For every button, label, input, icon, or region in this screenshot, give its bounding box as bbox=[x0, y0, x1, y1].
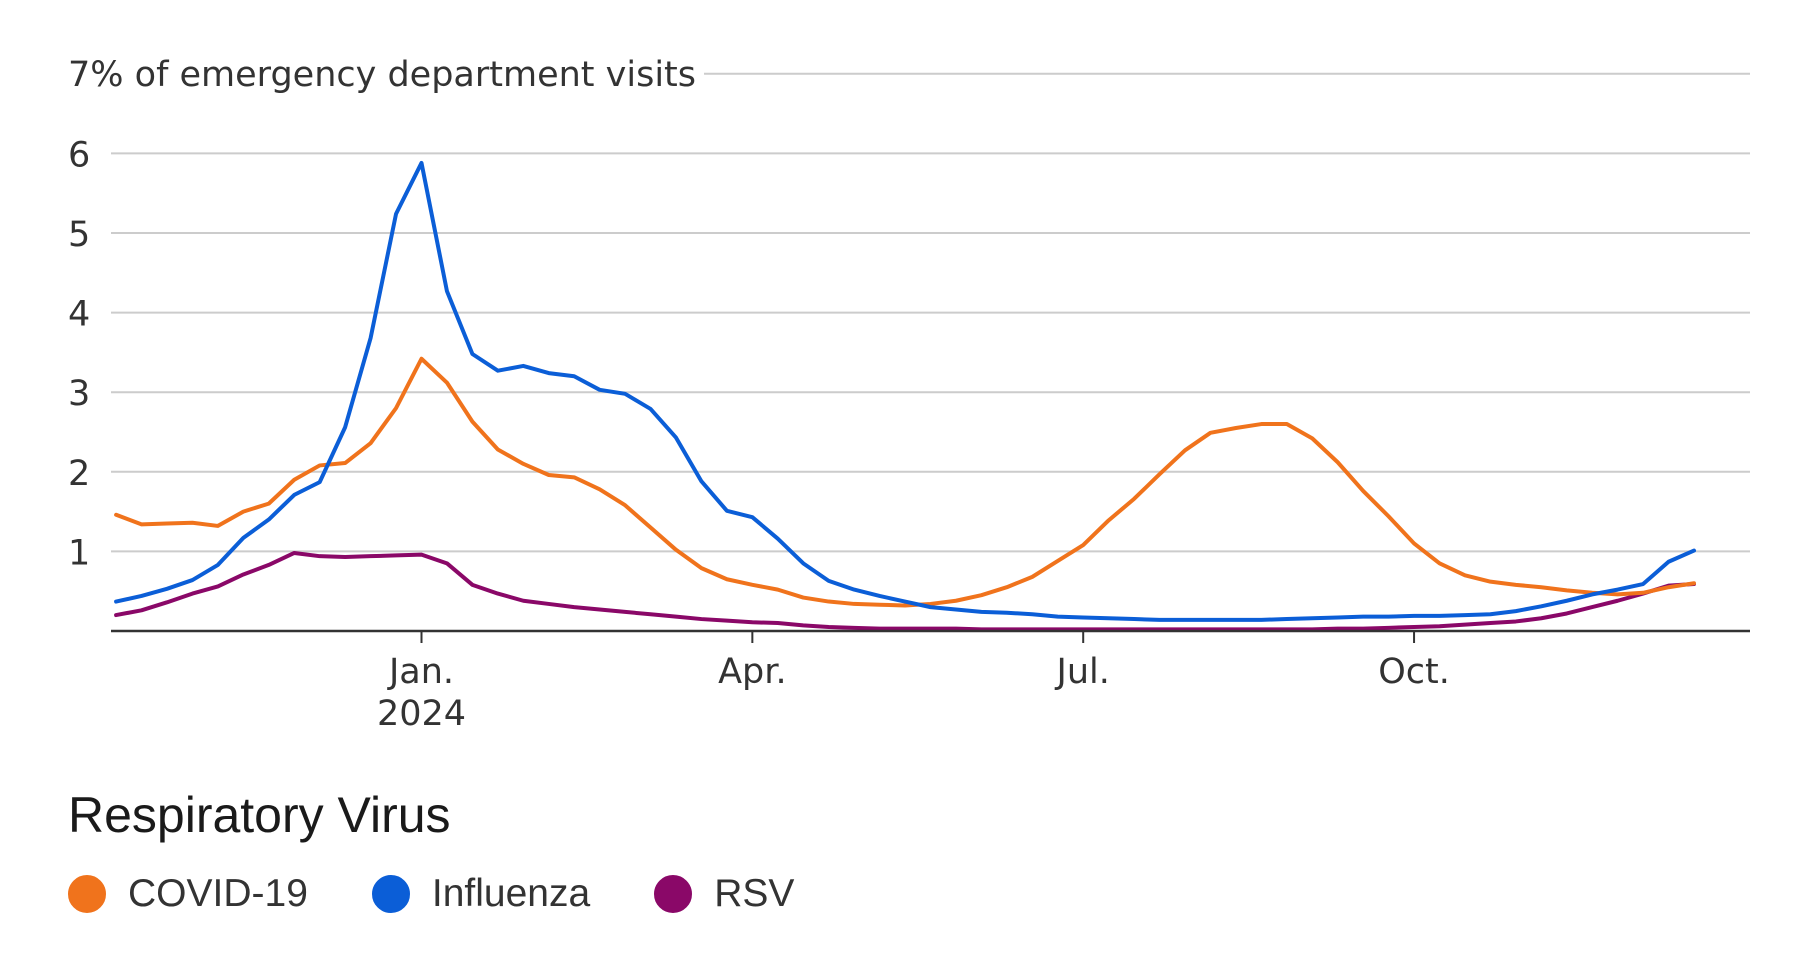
y-axis-title: 7% of emergency department visits bbox=[68, 55, 696, 95]
legend-items: COVID-19 Influenza RSV bbox=[68, 872, 1768, 916]
y-tick-labels: 1 2 3 4 5 6 bbox=[68, 135, 90, 573]
rsv-swatch-icon bbox=[654, 875, 693, 913]
y-tick-label: 5 bbox=[68, 215, 90, 255]
legend-label-influenza: Influenza bbox=[431, 872, 591, 915]
covid-swatch-icon bbox=[68, 875, 106, 913]
x-tick-label: Oct. bbox=[1378, 652, 1450, 692]
y-tick-label: 6 bbox=[68, 135, 90, 175]
y-tick-label: 3 bbox=[68, 374, 90, 414]
legend-label-rsv: RSV bbox=[714, 872, 795, 915]
line-chart: 7% of emergency department visits 1 2 3 4 5 6… bbox=[68, 55, 1750, 734]
series-lines[interactable] bbox=[114, 160, 1697, 632]
legend-item-influenza[interactable]: Influenza bbox=[371, 872, 591, 916]
series-line-covid-19[interactable] bbox=[114, 356, 1697, 608]
influenza-swatch-icon bbox=[371, 875, 410, 913]
series-line-rsv[interactable] bbox=[114, 550, 1697, 632]
x-tick-labels: Jan.2024 Apr. Jul. Oct. bbox=[377, 631, 1450, 734]
series-line-influenza[interactable] bbox=[114, 160, 1697, 622]
legend-title: Respiratory Virus bbox=[68, 787, 451, 843]
legend-item-rsv[interactable]: RSV bbox=[654, 872, 794, 916]
y-tick-label: 2 bbox=[68, 454, 90, 494]
y-tick-label: 4 bbox=[68, 295, 90, 335]
x-tick-sublabel: 2024 bbox=[377, 694, 466, 734]
y-tick-label: 1 bbox=[68, 533, 90, 573]
legend-label-covid: COVID-19 bbox=[128, 872, 308, 915]
grid-lines bbox=[111, 72, 1750, 553]
x-tick-label: Jul. bbox=[1055, 652, 1110, 692]
x-tick-label: Jan. bbox=[387, 652, 454, 692]
legend: Respiratory Virus COVID-19 Influenza RSV bbox=[68, 786, 1768, 916]
x-tick-label: Apr. bbox=[718, 652, 786, 692]
legend-item-covid[interactable]: COVID-19 bbox=[68, 872, 308, 916]
